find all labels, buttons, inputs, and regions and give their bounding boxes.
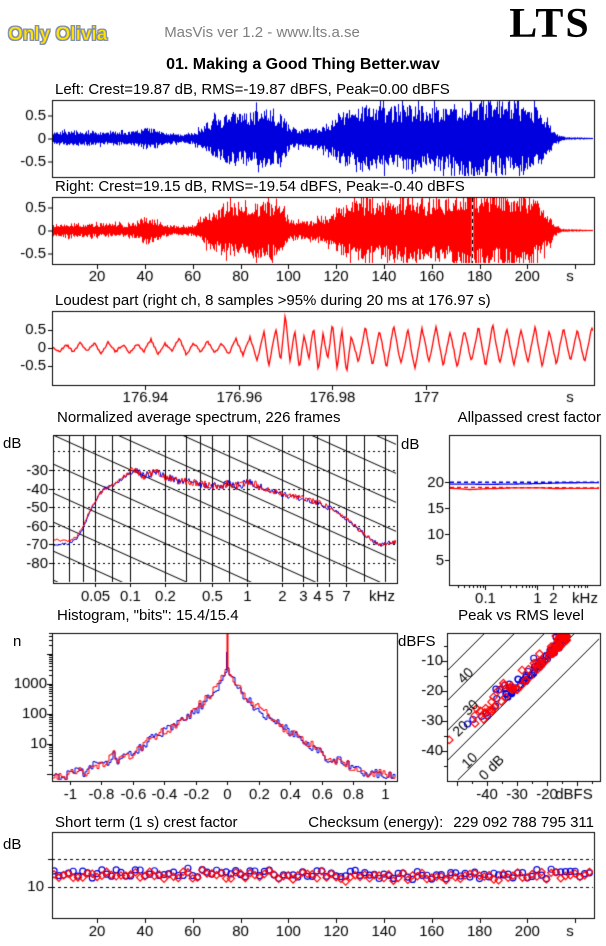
- right-channel-stats: Right: Crest=19.15 dB, RMS=-19.54 dBFS, …: [55, 178, 465, 195]
- peak-vs-rms-dbfs-label: dBFS: [398, 633, 436, 650]
- short-term-title: Short term (1 s) crest factor: [55, 814, 238, 831]
- short-term-db-label: dB: [3, 836, 22, 853]
- histogram-n-label: n: [13, 633, 22, 650]
- left-channel-stats: Left: Crest=19.87 dB, RMS=-19.87 dBFS, P…: [55, 81, 450, 98]
- spectrum-db-label: dB: [3, 435, 22, 452]
- spectrum-title: Normalized average spectrum, 226 frames: [57, 409, 341, 426]
- checksum-label: Checksum (energy):: [308, 814, 444, 831]
- allpassed-title: Allpassed crest factor: [457, 409, 601, 426]
- lts-logo: LTS: [509, 1, 591, 47]
- allpassed-db-label: dB: [401, 436, 420, 453]
- artist-name: Only Olivia: [8, 24, 108, 45]
- checksum-line: Checksum (energy): 229 092 788 795 311: [308, 815, 594, 830]
- checksum-value: 229 092 788 795 311: [453, 814, 594, 831]
- histogram-title: Histogram, "bits": 15.4/15.4: [57, 607, 239, 624]
- app-title: MasVis ver 1.2 - www.lts.a.se: [164, 24, 360, 41]
- file-title: 01. Making a Good Thing Better.wav: [166, 56, 440, 73]
- loudest-part-title: Loudest part (right ch, 8 samples >95% d…: [55, 292, 491, 309]
- peak-vs-rms-title: Peak vs RMS level: [458, 607, 584, 624]
